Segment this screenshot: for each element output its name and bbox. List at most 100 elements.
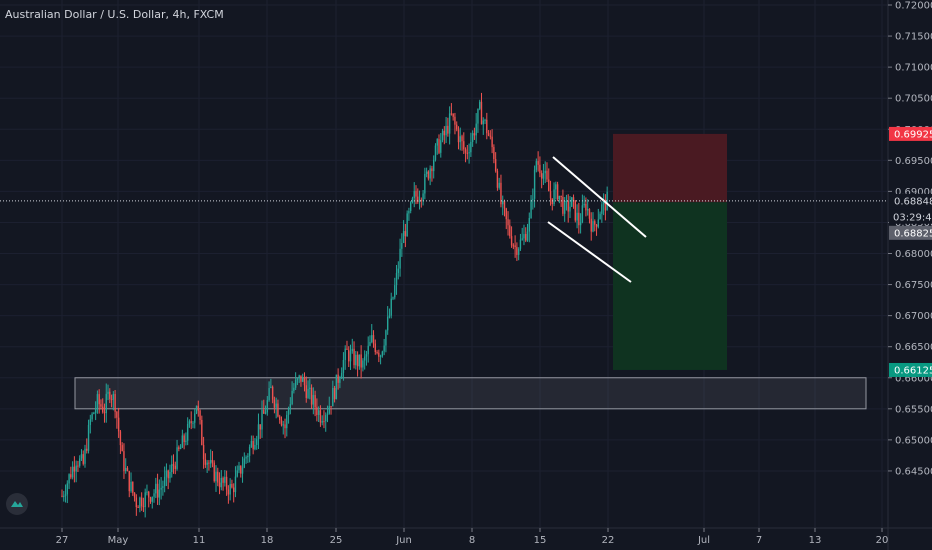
candle-body [312, 395, 315, 405]
candle [86, 438, 88, 454]
candle-body [372, 335, 375, 344]
candle [402, 220, 405, 244]
candle-body [438, 139, 440, 153]
candle [339, 375, 341, 389]
candle-body [130, 481, 132, 492]
candle-body [93, 412, 95, 414]
candle-body [217, 471, 219, 483]
candle [549, 180, 552, 206]
candle [383, 338, 385, 356]
candle [445, 116, 447, 144]
channel-lower-line[interactable] [547, 221, 632, 283]
candle [477, 108, 479, 133]
candle [148, 490, 150, 508]
candle [300, 375, 302, 387]
candle-body [325, 415, 327, 422]
candle-body [171, 464, 173, 472]
candle-body [431, 168, 433, 172]
candle-body [427, 171, 430, 179]
candle-body [365, 354, 368, 357]
candle [275, 397, 277, 419]
candle [211, 451, 214, 468]
candle-body [121, 445, 123, 452]
candle-body [420, 199, 423, 201]
candle [151, 496, 153, 509]
candle [79, 455, 81, 468]
candle-body [98, 394, 100, 405]
stop-loss-zone[interactable] [613, 133, 727, 203]
candle-body [116, 411, 118, 418]
candle-body [183, 435, 185, 442]
candle [360, 345, 362, 379]
take-profit-label-bg [889, 362, 932, 377]
candle-body [224, 476, 226, 483]
candle-body [369, 341, 371, 346]
candle-body [356, 354, 359, 367]
x-tick-label: Jun [395, 535, 412, 546]
candle [579, 213, 582, 234]
x-tick-label: 8 [469, 535, 475, 546]
candle [296, 377, 299, 386]
candle-body [374, 343, 376, 352]
candle [431, 165, 433, 182]
candle-body [126, 467, 129, 471]
candle-body [503, 200, 506, 209]
support-zone[interactable] [74, 377, 867, 410]
candle-body [355, 354, 357, 366]
candle-body [144, 492, 146, 508]
candle [305, 376, 307, 403]
entry-label-bg [889, 225, 932, 240]
candle [291, 381, 293, 406]
candle-body [135, 497, 138, 508]
take-profit-label: 0.66125 [889, 362, 932, 377]
candle-body [433, 159, 435, 172]
candle [70, 466, 72, 480]
candle-body [530, 199, 532, 219]
candle-body [385, 330, 387, 346]
candle-body [158, 489, 161, 498]
candle-body [268, 388, 270, 401]
candle-body [225, 476, 228, 490]
candle-body [514, 245, 516, 248]
countdown-bg [889, 209, 932, 224]
candle [192, 420, 194, 429]
channel-upper-line[interactable] [552, 156, 647, 238]
candle-body [581, 205, 584, 223]
candle-body [64, 494, 67, 496]
candle-body [532, 198, 534, 200]
candle-body [411, 198, 414, 203]
candle-body [450, 113, 453, 115]
candle-body [109, 391, 111, 400]
candle-body [456, 124, 458, 130]
candle [312, 387, 315, 415]
candle-body [388, 315, 391, 317]
candle-body [480, 101, 483, 125]
candle-body [202, 445, 205, 460]
candle [149, 496, 152, 504]
candle-body [110, 399, 113, 401]
candle [537, 151, 539, 172]
candle-body [238, 465, 240, 471]
candle-body [585, 203, 587, 211]
candle [479, 99, 481, 111]
x-tick-label: 25 [330, 535, 343, 546]
take-profit-zone[interactable] [613, 202, 727, 370]
candle [365, 350, 368, 366]
chart-title: Australian Dollar / U.S. Dollar, 4h, FXC… [5, 8, 224, 21]
candle [427, 170, 430, 181]
candle [110, 394, 113, 408]
candle [528, 212, 530, 243]
candle-body [429, 168, 431, 179]
candle [293, 383, 295, 394]
candle [266, 396, 269, 416]
candle [137, 505, 139, 509]
candle-body [270, 386, 272, 389]
candle-body [424, 173, 426, 194]
candle-body [254, 444, 256, 450]
candle-body [378, 352, 380, 357]
candle [434, 143, 437, 162]
candle [553, 182, 555, 207]
